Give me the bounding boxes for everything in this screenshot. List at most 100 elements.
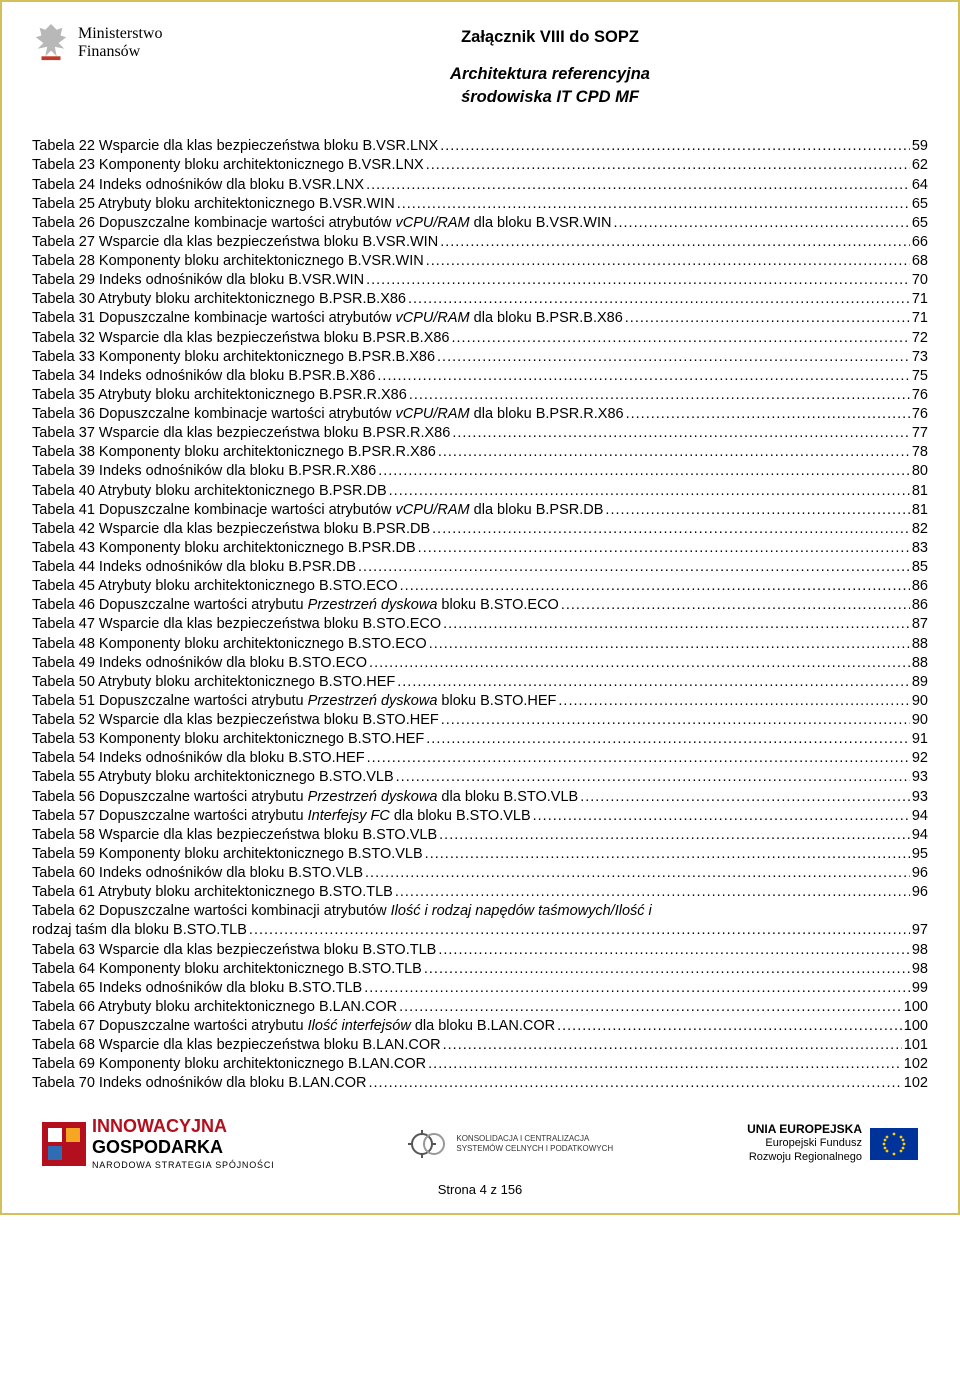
toc-page: 100 [904, 1017, 928, 1036]
toc-label: Tabela 54 Indeks odnośników dla bloku B.… [32, 749, 365, 768]
toc-entry: Tabela 57 Dopuszczalne wartości atrybutu… [32, 807, 928, 826]
toc-dots [426, 156, 910, 175]
toc-page: 77 [912, 424, 928, 443]
toc-entry: Tabela 29 Indeks odnośników dla bloku B.… [32, 271, 928, 290]
page-frame: Ministerstwo Finansów Załącznik VIII do … [0, 0, 960, 1215]
toc-entry: Tabela 60 Indeks odnośników dla bloku B.… [32, 864, 928, 883]
toc-dots [626, 405, 910, 424]
toc-dots [397, 673, 910, 692]
toc-dots [533, 807, 910, 826]
toc-entry: Tabela 27 Wsparcie dla klas bezpieczeńst… [32, 233, 928, 252]
toc-entry: Tabela 70 Indeks odnośników dla bloku B.… [32, 1074, 928, 1093]
toc-dots [364, 979, 910, 998]
toc-entry: Tabela 62 Dopuszczalne wartości kombinac… [32, 902, 928, 940]
toc-label: Tabela 39 Indeks odnośników dla bloku B.… [32, 462, 376, 481]
toc-page: 98 [912, 960, 928, 979]
toc-label: Tabela 45 Atrybuty bloku architektoniczn… [32, 577, 398, 596]
toc-label: Tabela 70 Indeks odnośników dla bloku B.… [32, 1074, 367, 1093]
toc-dots [365, 864, 910, 883]
toc-entry: Tabela 61 Atrybuty bloku architektoniczn… [32, 883, 928, 902]
toc-dots [580, 788, 910, 807]
toc-label: Tabela 60 Indeks odnośników dla bloku B.… [32, 864, 363, 883]
toc-label: Tabela 55 Atrybuty bloku architektoniczn… [32, 768, 394, 787]
toc-page: 80 [912, 462, 928, 481]
toc-label: Tabela 66 Atrybuty bloku architektoniczn… [32, 998, 397, 1017]
toc-dots [441, 711, 910, 730]
ministry-logo-block: Ministerstwo Finansów [32, 22, 232, 64]
toc-page: 94 [912, 807, 928, 826]
toc-page: 66 [912, 233, 928, 252]
toc-entry: Tabela 56 Dopuszczalne wartości atrybutu… [32, 788, 928, 807]
title-line3: środowiska IT CPD MF [232, 86, 868, 109]
toc-dots [396, 768, 910, 787]
toc-dots [438, 443, 910, 462]
center-line1: KONSOLIDACJA I CENTRALIZACJA [456, 1134, 613, 1144]
toc-entry: Tabela 42 Wsparcie dla klas bezpieczeńst… [32, 520, 928, 539]
toc-page: 71 [912, 290, 928, 309]
toc-entry: Tabela 31 Dopuszczalne kombinacje wartoś… [32, 309, 928, 328]
toc-page: 101 [904, 1036, 928, 1055]
toc-label: rodzaj taśm dla bloku B.STO.TLB [32, 921, 247, 940]
toc-label: Tabela 36 Dopuszczalne kombinacje wartoś… [32, 405, 624, 424]
toc-label: Tabela 24 Indeks odnośników dla bloku B.… [32, 176, 364, 195]
toc-entry: Tabela 28 Komponenty bloku architektonic… [32, 252, 928, 271]
toc-dots [440, 137, 910, 156]
eu-line1: Europejski Fundusz [747, 1137, 862, 1151]
toc-page: 81 [912, 501, 928, 520]
toc-dots [443, 1036, 902, 1055]
toc-entry: Tabela 46 Dopuszczalne wartości atrybutu… [32, 596, 928, 615]
toc-entry: Tabela 32 Wsparcie dla klas bezpieczeńst… [32, 329, 928, 348]
toc-page: 85 [912, 558, 928, 577]
center-gear-icon [408, 1124, 448, 1164]
toc-dots [605, 501, 909, 520]
toc-entry: Tabela 36 Dopuszczalne kombinacje wartoś… [32, 405, 928, 424]
toc-entry: Tabela 49 Indeks odnośników dla bloku B.… [32, 654, 928, 673]
toc-page: 86 [912, 596, 928, 615]
toc-label: Tabela 46 Dopuszczalne wartości atrybutu… [32, 596, 559, 615]
toc-label: Tabela 26 Dopuszczalne kombinacje wartoś… [32, 214, 611, 233]
title-line1: Załącznik VIII do SOPZ [232, 26, 868, 49]
toc-page: 102 [904, 1055, 928, 1074]
toc-dots [369, 654, 910, 673]
toc-label: Tabela 25 Atrybuty bloku architektoniczn… [32, 195, 395, 214]
toc-dots [425, 845, 910, 864]
toc-dots [452, 329, 910, 348]
toc-label: Tabela 58 Wsparcie dla klas bezpieczeńst… [32, 826, 437, 845]
toc-dots [408, 290, 910, 309]
toc-label: Tabela 62 Dopuszczalne wartości kombinac… [32, 903, 652, 919]
eu-flag-icon [870, 1128, 918, 1160]
toc-label: Tabela 67 Dopuszczalne wartości atrybutu… [32, 1017, 555, 1036]
toc-label: Tabela 40 Atrybuty bloku architektoniczn… [32, 482, 387, 501]
toc-dots [443, 615, 910, 634]
toc-entry: Tabela 68 Wsparcie dla klas bezpieczeńst… [32, 1036, 928, 1055]
toc-dots [358, 558, 910, 577]
toc-dots [424, 960, 910, 979]
ministry-line2: Finansów [78, 43, 162, 61]
toc-page: 87 [912, 615, 928, 634]
title-line2: Architektura referencyjna [232, 63, 868, 86]
toc-dots [395, 883, 910, 902]
toc-entry: Tabela 39 Indeks odnośników dla bloku B.… [32, 462, 928, 481]
toc-dots [400, 577, 910, 596]
ig-square-icon [42, 1122, 86, 1166]
toc-entry: Tabela 33 Komponenty bloku architektonic… [32, 348, 928, 367]
toc-page: 96 [912, 864, 928, 883]
toc-entry: Tabela 55 Atrybuty bloku architektoniczn… [32, 768, 928, 787]
toc-entry: Tabela 38 Komponenty bloku architektonic… [32, 443, 928, 462]
toc-entry: Tabela 25 Atrybuty bloku architektoniczn… [32, 195, 928, 214]
toc-label: Tabela 51 Dopuszczalne wartości atrybutu… [32, 692, 556, 711]
toc-label: Tabela 37 Wsparcie dla klas bezpieczeńst… [32, 424, 450, 443]
toc-label: Tabela 34 Indeks odnośników dla bloku B.… [32, 367, 375, 386]
toc-entry: Tabela 63 Wsparcie dla klas bezpieczeńst… [32, 941, 928, 960]
eu-title: UNIA EUROPEJSKA [747, 1122, 862, 1137]
toc-dots [399, 998, 902, 1017]
toc-dots [426, 252, 910, 271]
toc-entry: Tabela 52 Wsparcie dla klas bezpieczeńst… [32, 711, 928, 730]
toc-dots [377, 367, 909, 386]
toc-entry: Tabela 40 Atrybuty bloku architektoniczn… [32, 482, 928, 501]
toc-page: 92 [912, 749, 928, 768]
toc-label: Tabela 53 Komponenty bloku architektonic… [32, 730, 424, 749]
toc-page: 82 [912, 520, 928, 539]
toc-page: 75 [912, 367, 928, 386]
toc-label: Tabela 59 Komponenty bloku architektonic… [32, 845, 423, 864]
